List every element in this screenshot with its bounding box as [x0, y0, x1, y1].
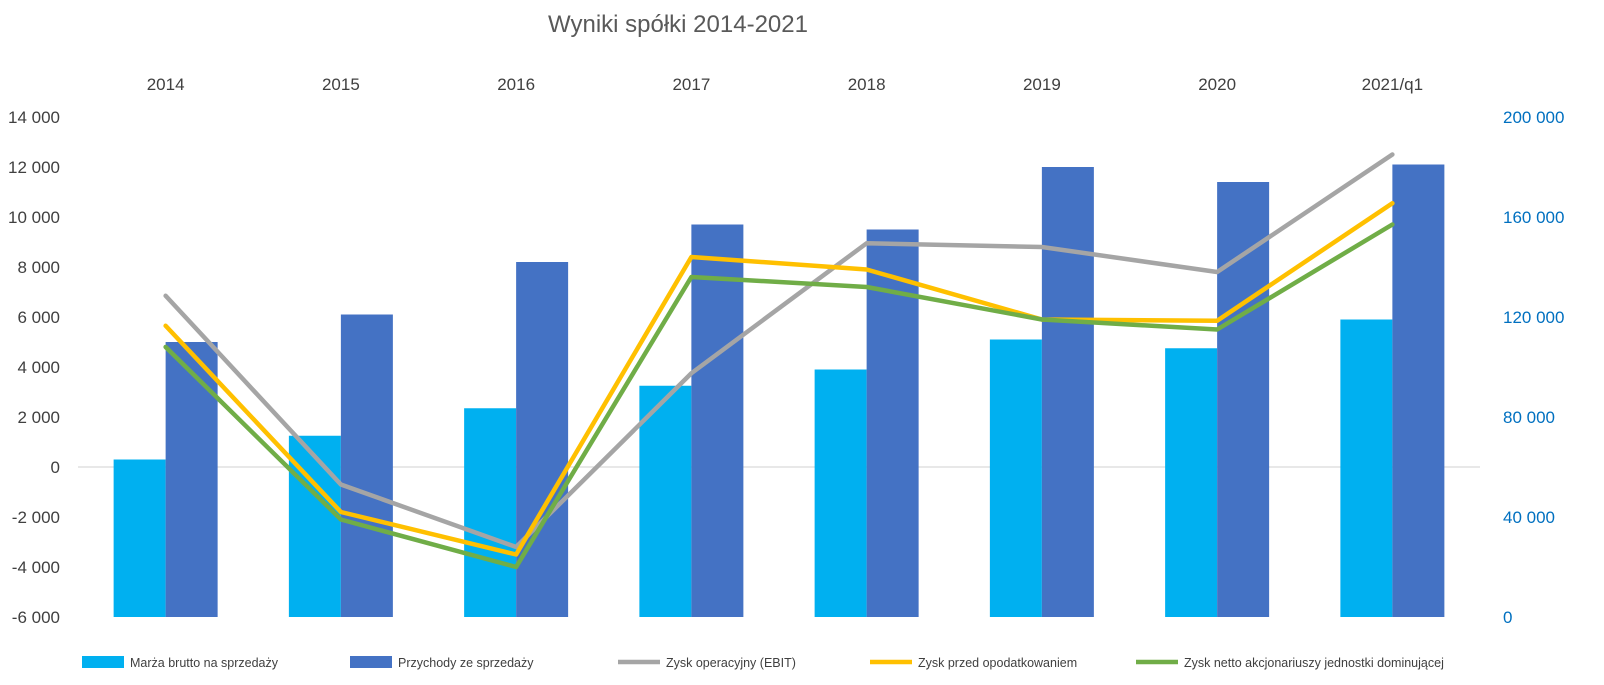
legend-swatch [350, 656, 392, 668]
bar-przychody-ze-sprzedazy [1217, 182, 1270, 617]
category-label: 2017 [672, 75, 710, 94]
legend-label: Zysk operacyjny (EBIT) [666, 656, 796, 670]
left-axis-tick-label: 12 000 [8, 158, 60, 177]
left-axis-tick-label: 6 000 [17, 308, 60, 327]
left-axis-tick-label: 8 000 [17, 258, 60, 277]
lines [163, 152, 1395, 570]
right-axis-tick-label: 160 000 [1503, 208, 1564, 227]
bar-przychody-ze-sprzedazy [516, 262, 569, 617]
legend-label: Zysk przed opodatkowaniem [918, 656, 1077, 670]
category-label: 2019 [1023, 75, 1061, 94]
bar-przychody-ze-sprzedazy [691, 224, 744, 617]
category-label: 2021/q1 [1362, 75, 1423, 94]
bar-marza-brutto-na-sprzedazy [814, 369, 867, 617]
line-zysk-operacyjny-ebit [163, 152, 1395, 550]
bar-marza-brutto-na-sprzedazy [989, 339, 1042, 617]
bar-marza-brutto-na-sprzedazy [639, 385, 692, 617]
bar-marza-brutto-na-sprzedazy [1340, 319, 1393, 617]
left-axis-tick-label: -4 000 [12, 558, 60, 577]
line-zysk-netto-akcjonariuszy-jednostki-dominujacej [163, 222, 1395, 570]
line-zysk-przed-opodatkowaniem [163, 201, 1395, 557]
left-axis-tick-label: -6 000 [12, 608, 60, 627]
bar-przychody-ze-sprzedazy [340, 314, 393, 617]
bar-marza-brutto-na-sprzedazy [113, 459, 166, 617]
right-axis-tick-label: 80 000 [1503, 408, 1555, 427]
legend-swatch [82, 656, 124, 668]
right-axis-tick-label: 120 000 [1503, 308, 1564, 327]
category-label: 2016 [497, 75, 535, 94]
legend-label: Przychody ze sprzedaży [398, 656, 534, 670]
left-axis-tick-label: 14 000 [8, 108, 60, 127]
left-axis-tick-label: 0 [51, 458, 60, 477]
bar-przychody-ze-sprzedazy [165, 342, 218, 617]
category-label: 2020 [1198, 75, 1236, 94]
bar-przychody-ze-sprzedazy [1041, 167, 1094, 617]
axis-ticks: -6 000 -4 000 -2 000 0 2 000 4 000 6 000 8 000 1… [8, 108, 1564, 627]
x-axis: 2014 2015 2016 2017 2018 2019 2020 2021/q1 [78, 75, 1480, 468]
category-label: 2015 [322, 75, 360, 94]
legend-label: Zysk netto akcjonariuszy jednostki domin… [1184, 656, 1444, 670]
category-label: 2018 [848, 75, 886, 94]
right-axis-tick-label: 200 000 [1503, 108, 1564, 127]
legend: Marża brutto na sprzedaży Przychody ze sp… [82, 656, 1444, 670]
bar-marza-brutto-na-sprzedazy [464, 408, 517, 617]
bars [113, 164, 1445, 617]
left-axis-tick-label: 2 000 [17, 408, 60, 427]
bar-marza-brutto-na-sprzedazy [1165, 348, 1218, 617]
left-axis-tick-label: 10 000 [8, 208, 60, 227]
bar-przychody-ze-sprzedazy [1392, 164, 1445, 617]
right-axis-tick-label: 40 000 [1503, 508, 1555, 527]
left-axis-tick-label: 4 000 [17, 358, 60, 377]
right-axis-tick-label: 0 [1503, 608, 1512, 627]
legend-label: Marża brutto na sprzedaży [130, 656, 279, 670]
chart-title: Wyniki spółki 2014-2021 [548, 11, 808, 38]
left-axis-tick-label: -2 000 [12, 508, 60, 527]
category-label: 2014 [147, 75, 185, 94]
